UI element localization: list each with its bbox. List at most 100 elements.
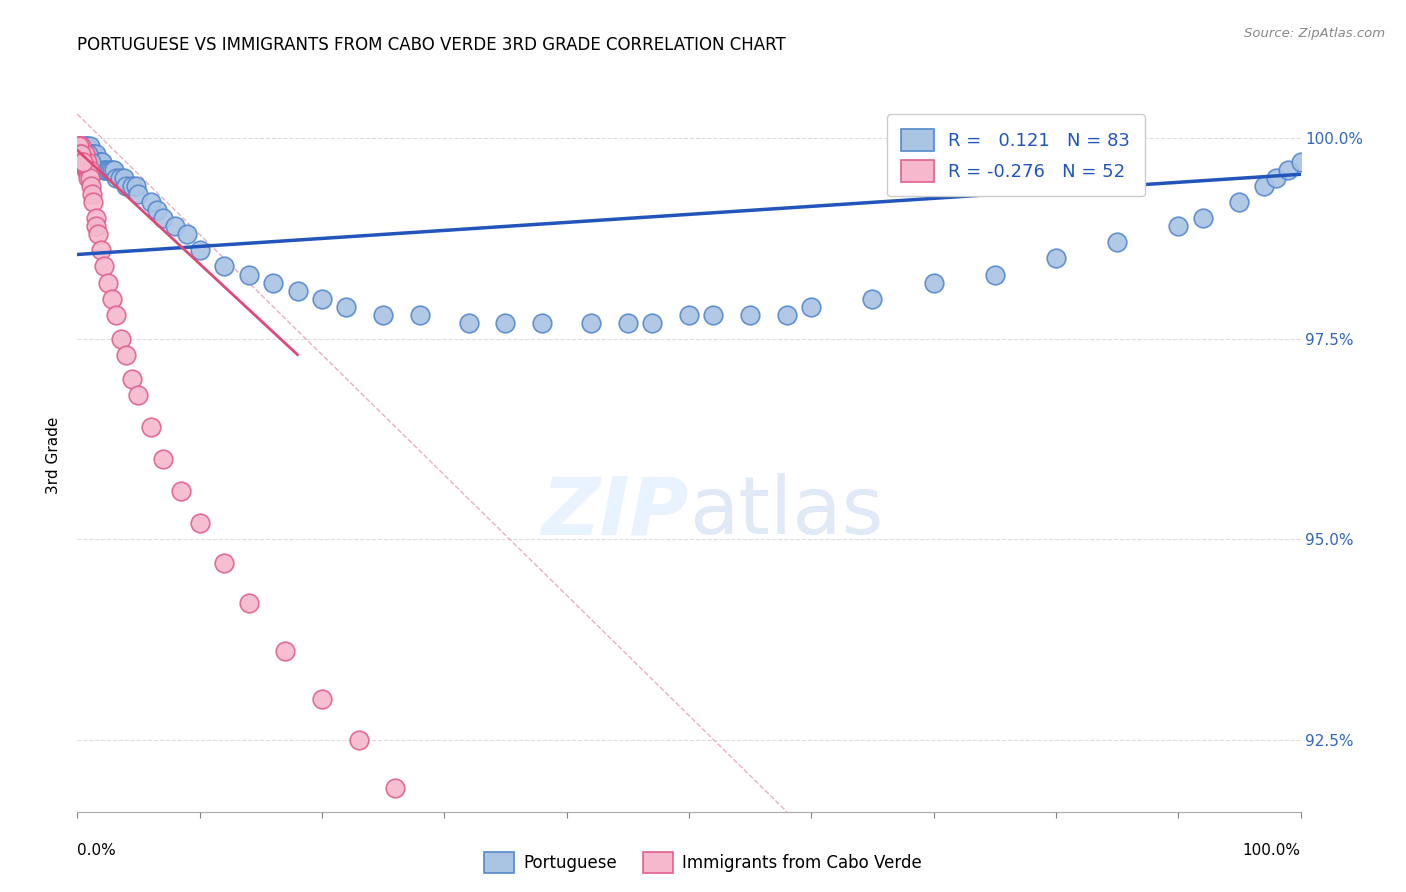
Point [79,155,101,169]
Point [73,147,96,161]
Point [69,139,91,153]
Point [238,268,260,282]
Point [347,732,370,747]
Point [128,187,150,202]
Point [82,147,104,161]
Point [287,284,309,298]
Point [90,155,112,169]
Point [79,147,101,161]
Point [641,316,664,330]
Point [579,316,602,330]
Point [984,268,1007,282]
Y-axis label: 3rd Grade: 3rd Grade [46,417,62,493]
Point [238,596,260,610]
Point [170,483,193,498]
Point [70,147,93,161]
Point [70,155,93,169]
Point [72,155,94,169]
Point [740,308,762,322]
Point [100,163,122,178]
Point [72,147,94,161]
Point [80,187,103,202]
Point [82,195,104,210]
Point [274,644,297,658]
Text: Source: ZipAtlas.com: Source: ZipAtlas.com [1244,27,1385,40]
Point [776,308,799,322]
Point [84,211,107,226]
Point [105,171,128,186]
Text: PORTUGUESE VS IMMIGRANTS FROM CABO VERDE 3RD GRADE CORRELATION CHART: PORTUGUESE VS IMMIGRANTS FROM CABO VERDE… [77,36,786,54]
Point [100,292,122,306]
Text: atlas: atlas [689,473,883,551]
Point [80,147,103,161]
Point [115,179,138,194]
Point [73,147,96,161]
Point [165,219,187,234]
Point [70,147,93,161]
Point [76,163,98,178]
Point [82,155,104,169]
Point [70,147,93,161]
Point [1045,252,1067,266]
Point [79,171,101,186]
Point [678,308,700,322]
Point [75,147,97,161]
Point [617,316,640,330]
Point [84,219,107,234]
Point [115,348,138,362]
Point [139,195,162,210]
Point [702,308,724,322]
Point [409,308,432,322]
Point [75,163,97,178]
Point [72,147,94,161]
Point [80,155,103,169]
Point [1167,219,1189,234]
Point [72,155,94,169]
Point [188,516,211,530]
Point [262,276,284,290]
Point [1229,195,1251,210]
Point [84,147,107,161]
Point [97,276,120,290]
Point [176,227,198,242]
Point [80,155,103,169]
Point [311,292,333,306]
Point [152,211,174,226]
Point [121,372,143,386]
Point [98,163,121,178]
Point [90,244,112,258]
Point [146,203,169,218]
Point [103,163,125,178]
Point [384,780,406,795]
Point [69,147,91,161]
Text: 100.0%: 100.0% [1243,843,1301,858]
Point [77,171,100,186]
Point [335,300,357,314]
Point [1253,179,1275,194]
Point [80,179,103,194]
Point [862,292,884,306]
Point [89,155,111,169]
Point [67,139,90,153]
Point [1289,155,1312,169]
Point [70,147,93,161]
Point [73,139,96,153]
Point [495,316,517,330]
Point [80,147,103,161]
Point [77,147,100,161]
Point [73,155,96,169]
Point [311,692,333,706]
Point [800,300,823,314]
Point [87,155,110,169]
Point [457,316,479,330]
Point [70,155,93,169]
Point [72,147,94,161]
Point [69,147,91,161]
Text: ZIP: ZIP [541,473,689,551]
Point [128,388,150,402]
Point [79,139,101,153]
Point [76,155,98,169]
Point [90,155,112,169]
Point [125,179,148,194]
Point [70,139,93,153]
